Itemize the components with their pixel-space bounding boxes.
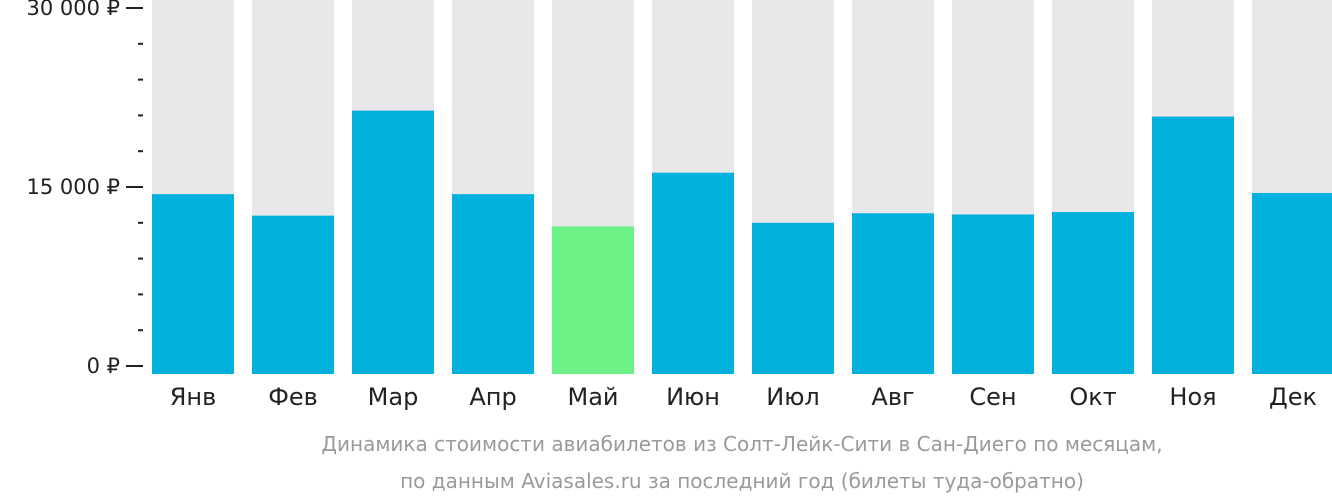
bar-8 — [852, 213, 934, 374]
x-tick-label-9: Сен — [969, 383, 1016, 411]
bar-5 — [552, 226, 634, 374]
bar-6 — [652, 172, 734, 374]
y-tick-label-2: 15 000 ₽ — [26, 175, 120, 199]
bar-2 — [252, 215, 334, 374]
bar-1 — [152, 194, 234, 374]
x-tick-label-4: Апр — [469, 383, 516, 411]
bar-11 — [1152, 116, 1234, 375]
bar-12 — [1252, 192, 1332, 374]
y-tick-label-3: 30 000 ₽ — [26, 0, 120, 20]
bar-3 — [352, 110, 434, 375]
x-tick-label-1: Янв — [170, 383, 217, 411]
chart-caption-line-2: по данным Aviasales.ru за последний год … — [400, 469, 1084, 493]
bar-10 — [1052, 212, 1134, 374]
x-tick-label-10: Окт — [1069, 383, 1116, 411]
chart-caption-line-1: Динамика стоимости авиабилетов из Солт-Л… — [321, 432, 1163, 456]
y-tick-label-1: 0 ₽ — [87, 354, 120, 378]
bar-7 — [752, 222, 834, 374]
price-bar-chart: Янв Фев Мар Апр Май Июн Июл Авг Сен Окт Ноя Дек 0 ₽ 1… — [26, 0, 1332, 411]
x-tick-label-6: Июн — [666, 383, 720, 411]
x-tick-label-3: Мар — [368, 383, 419, 411]
bar-9 — [952, 214, 1034, 374]
x-tick-label-7: Июл — [766, 383, 820, 411]
x-tick-label-11: Ноя — [1169, 383, 1216, 411]
x-tick-label-2: Фев — [268, 383, 318, 411]
x-tick-label-8: Авг — [871, 383, 914, 411]
bar-4 — [452, 194, 534, 374]
x-tick-label-12: Дек — [1269, 383, 1317, 411]
x-tick-label-5: Май — [567, 383, 618, 411]
